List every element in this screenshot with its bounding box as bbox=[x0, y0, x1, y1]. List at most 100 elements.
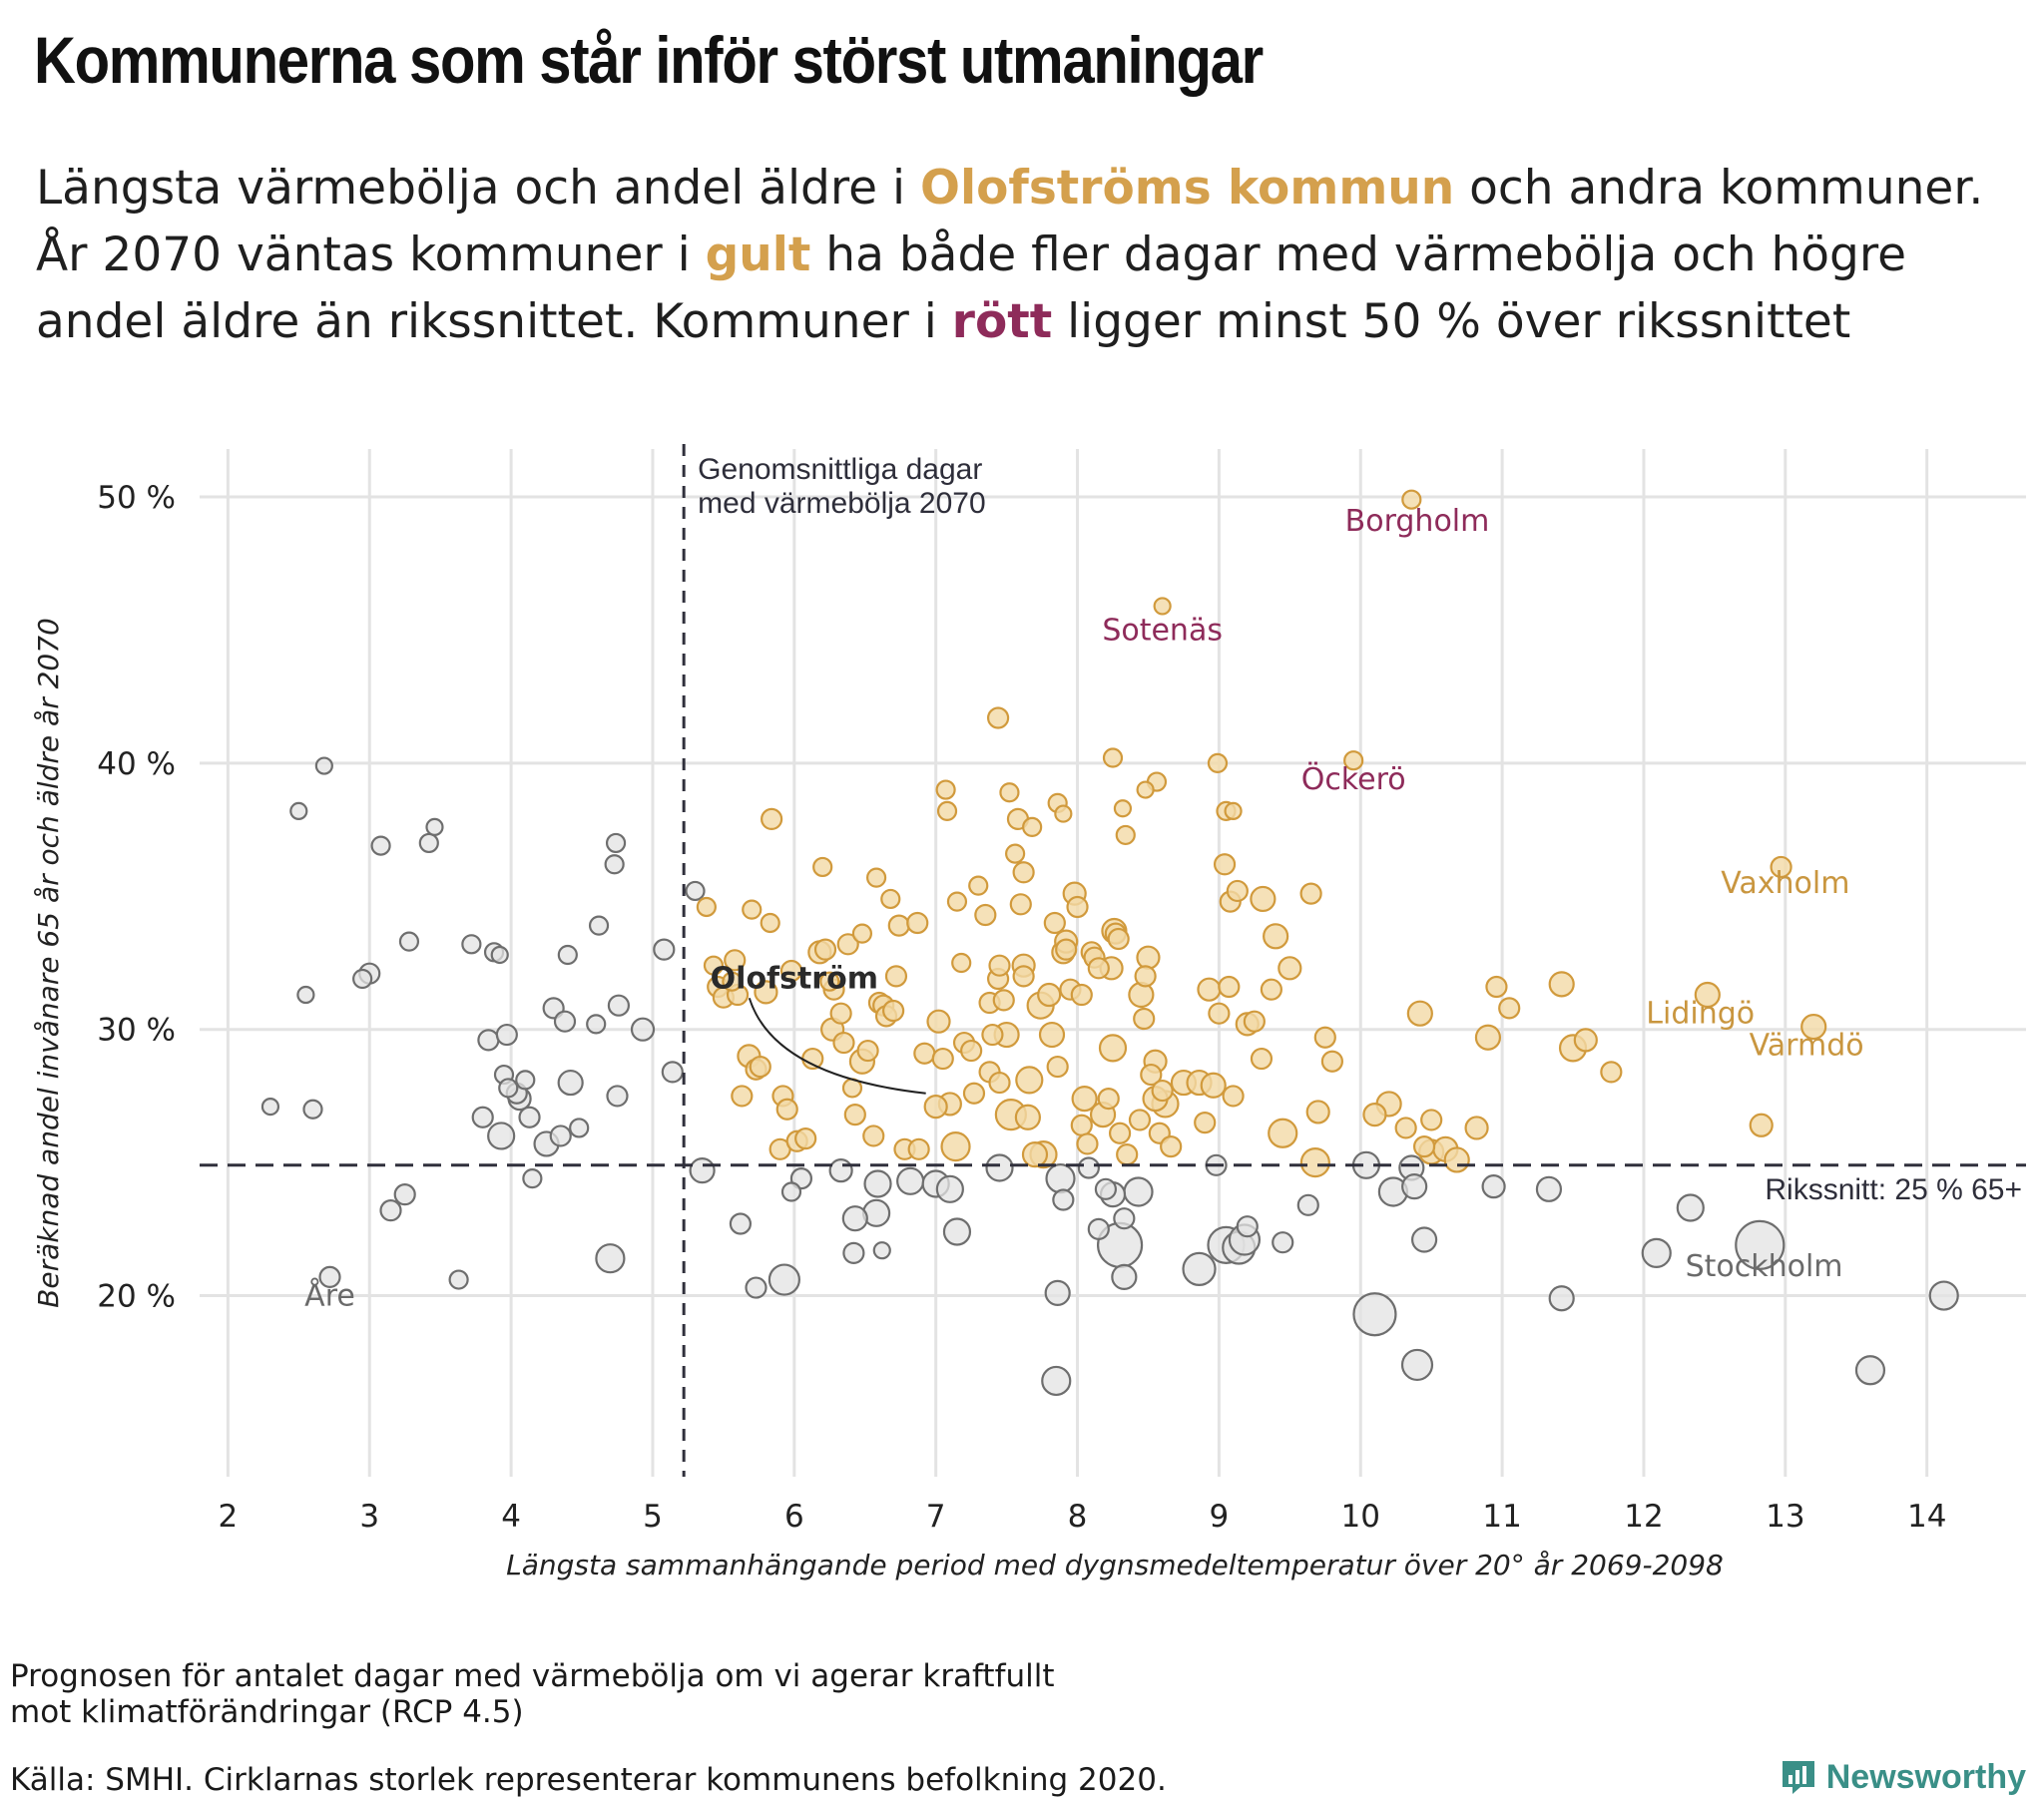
data-point-gold bbox=[1197, 977, 1222, 1002]
data-point-grey bbox=[935, 1174, 964, 1203]
data-point-gold bbox=[1071, 1085, 1098, 1113]
data-point-gold bbox=[1021, 1141, 1049, 1168]
data-point-gold bbox=[1548, 971, 1575, 998]
data-point-gold bbox=[1412, 1135, 1436, 1158]
data-point-grey bbox=[352, 968, 373, 990]
data-point-grey bbox=[1077, 1156, 1100, 1179]
data-point-gold bbox=[1420, 1109, 1443, 1131]
x-tick-label: 4 bbox=[501, 1499, 521, 1535]
data-point-gold bbox=[1226, 879, 1249, 903]
data-point-gold bbox=[1038, 1021, 1066, 1049]
city-label: Öckerö bbox=[1301, 761, 1406, 797]
data-point-gold bbox=[862, 1124, 885, 1147]
data-point-grey bbox=[302, 1099, 323, 1120]
chart-title: Kommunerna som står inför störst utmanin… bbox=[34, 23, 1264, 97]
data-point-gold bbox=[1136, 780, 1155, 799]
data-point-grey bbox=[370, 835, 391, 856]
data-point-grey bbox=[1087, 1217, 1110, 1240]
data-point-gold bbox=[880, 888, 901, 910]
data-point-grey bbox=[425, 817, 444, 837]
data-point-grey bbox=[522, 1168, 543, 1189]
x-tick-label: 14 bbox=[1907, 1499, 1946, 1535]
data-point-grey bbox=[685, 880, 706, 902]
y-tick-label: 50 % bbox=[97, 480, 176, 516]
data-point-gold bbox=[1268, 1118, 1298, 1148]
axis-ticks: 2 3 4 5 6 7 8 9 10 11 12 13 14 20 % 30 % 40 % 50 % bbox=[97, 480, 1946, 1535]
data-point-gold bbox=[731, 1085, 754, 1108]
bar-chart-logo-icon bbox=[1782, 1761, 1814, 1794]
data-point-gold bbox=[986, 706, 1010, 729]
data-point-grey bbox=[1352, 1292, 1397, 1337]
data-point-gold bbox=[836, 933, 859, 956]
x-tick-label: 2 bbox=[219, 1499, 239, 1535]
data-point-grey bbox=[1182, 1251, 1217, 1286]
data-point-gold bbox=[1009, 893, 1032, 916]
data-point-grey bbox=[1928, 1280, 1959, 1311]
data-point-gold bbox=[829, 1002, 852, 1025]
data-point-gold bbox=[926, 1009, 951, 1034]
data-point-grey bbox=[942, 1217, 972, 1246]
city-label: Sotenäs bbox=[1102, 613, 1223, 648]
data-point-gold bbox=[742, 899, 763, 920]
data-point-gold bbox=[1194, 1112, 1217, 1134]
data-point-gold bbox=[1140, 1063, 1163, 1087]
data-point-gold bbox=[749, 1055, 771, 1079]
data-point-grey bbox=[1113, 1207, 1136, 1230]
data-point-grey bbox=[595, 1243, 626, 1274]
olofstrom-annotation-line bbox=[748, 998, 926, 1095]
x-axis-title: Längsta sammanhängande period med dygnsm… bbox=[506, 1549, 1724, 1581]
data-point-gold bbox=[906, 911, 929, 935]
city-label: Lidingö bbox=[1646, 997, 1755, 1032]
data-point-gold bbox=[1015, 1066, 1044, 1095]
data-point-gold bbox=[801, 1047, 824, 1071]
average-days-label-line-1: Genomsnittliga dagar bbox=[698, 453, 982, 486]
data-point-grey bbox=[661, 1061, 684, 1084]
data-point-gold bbox=[1160, 1135, 1183, 1158]
data-point-gold bbox=[832, 1031, 855, 1055]
y-axis-title: Beräknad andel invånare 65 år och äldre … bbox=[32, 618, 65, 1308]
data-point-gold bbox=[936, 800, 958, 822]
data-point-gold bbox=[1250, 1047, 1274, 1071]
subtitle-text-4: ligger minst 50 % över rikssnittet bbox=[1052, 294, 1851, 349]
data-point-grey bbox=[477, 1029, 500, 1052]
data-point-gold bbox=[1133, 1007, 1156, 1031]
data-point-gold bbox=[1043, 911, 1066, 935]
data-point-gold bbox=[946, 891, 968, 912]
data-point-grey bbox=[1296, 1193, 1319, 1216]
data-point-gold bbox=[1362, 1102, 1387, 1127]
data-point-gold bbox=[968, 875, 989, 896]
data-point-gold bbox=[1443, 1146, 1470, 1173]
data-point-gold bbox=[1406, 1000, 1433, 1027]
data-point-gold bbox=[962, 1082, 986, 1105]
data-point-gold bbox=[851, 923, 873, 944]
data-point-grey bbox=[828, 1158, 853, 1183]
data-point-grey bbox=[606, 1085, 629, 1108]
data-point-gold bbox=[1113, 799, 1133, 818]
subtitle-text-3: ha både fler dagar med värmebölja och hö… bbox=[36, 227, 1907, 349]
data-point-gold bbox=[1573, 1028, 1598, 1053]
city-label: Vaxholm bbox=[1721, 866, 1849, 901]
data-point-gold bbox=[931, 1047, 954, 1071]
data-point-grey bbox=[863, 1169, 892, 1198]
data-point-gold bbox=[1107, 927, 1130, 951]
data-point-grey bbox=[490, 945, 509, 965]
data-point-grey bbox=[1854, 1355, 1886, 1386]
data-point-grey bbox=[553, 1010, 577, 1033]
average-days-label-line-2: med värmebölja 2070 bbox=[698, 487, 986, 520]
data-point-gold bbox=[992, 989, 1015, 1012]
data-point-gold bbox=[1299, 882, 1322, 905]
data-point-gold bbox=[1116, 1143, 1139, 1166]
data-point-gold bbox=[703, 955, 725, 976]
data-point-grey bbox=[872, 1241, 891, 1260]
data-point-gold bbox=[1305, 1100, 1330, 1124]
data-point-gold bbox=[794, 1127, 817, 1150]
data-point-gold bbox=[1213, 853, 1237, 876]
data-point-grey bbox=[841, 1205, 868, 1232]
data-point-gold bbox=[1054, 804, 1073, 823]
data-point-gold bbox=[761, 807, 783, 831]
data-point-gold bbox=[1200, 1072, 1227, 1099]
data-point-grey bbox=[729, 1212, 753, 1235]
data-point-grey bbox=[471, 1106, 494, 1128]
data-point-grey bbox=[1045, 1163, 1076, 1194]
